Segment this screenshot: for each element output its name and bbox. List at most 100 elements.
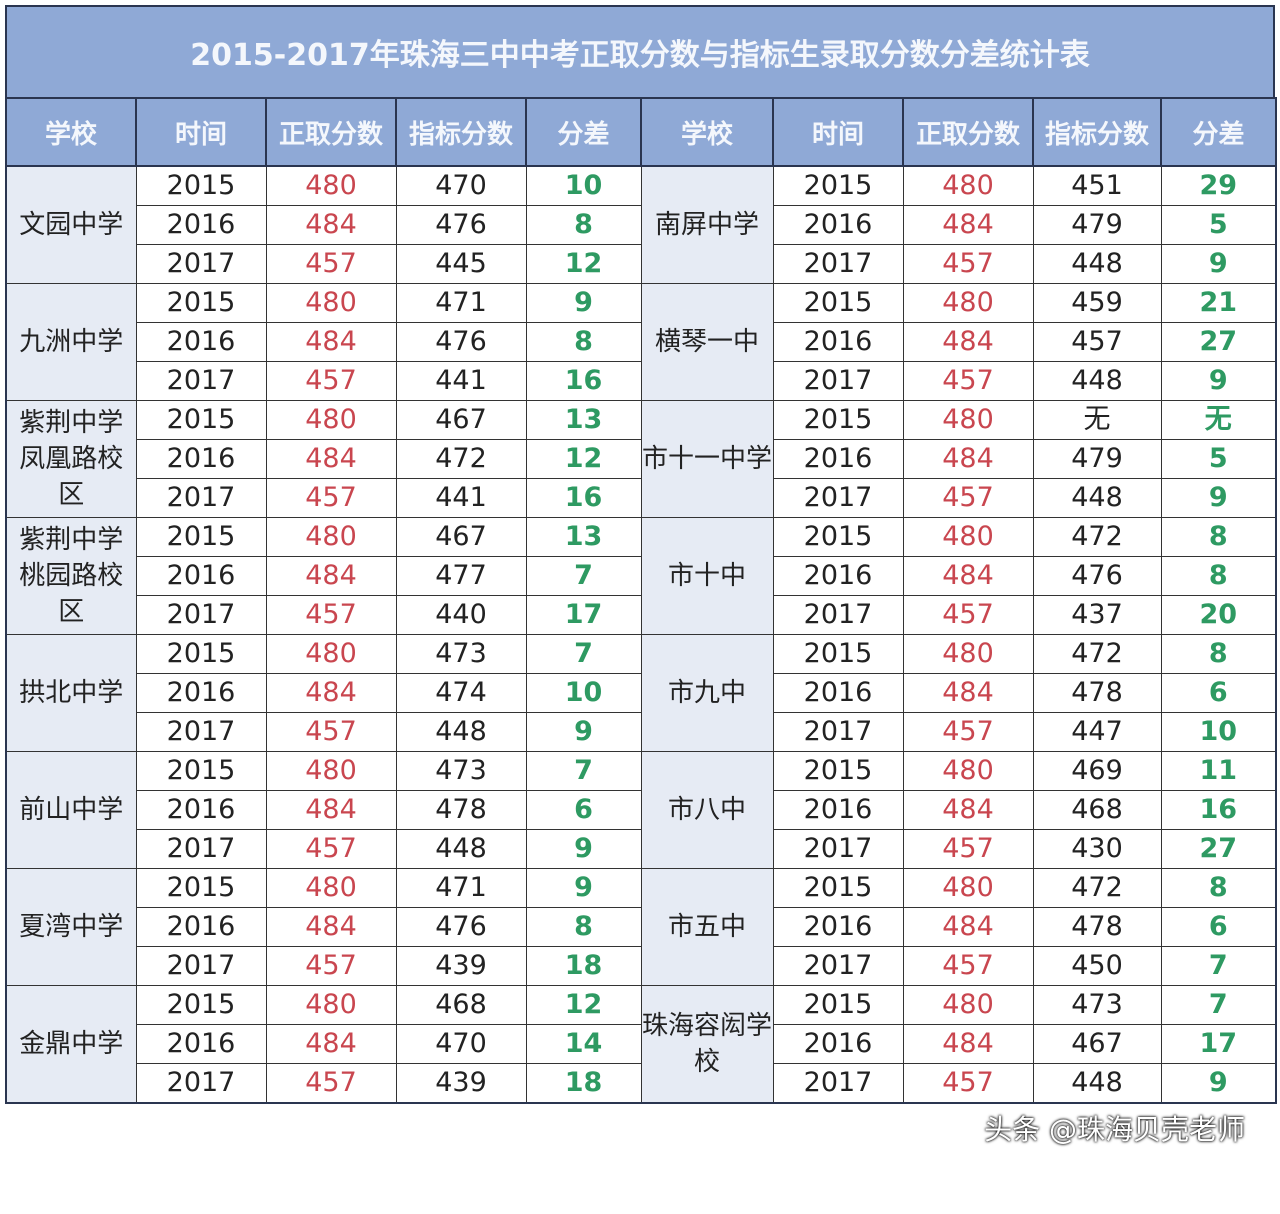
score-diff-cell: 13 [525,517,642,557]
school-cell: 文园中学 [5,165,137,284]
quota-score-cell: 448 [1032,478,1162,518]
quota-score-cell: 473 [395,751,527,791]
school-cell: 市十中 [640,517,774,635]
year-cell: 2017 [135,946,267,986]
score-diff-cell: 12 [525,244,642,284]
quota-score-cell: 448 [1032,1063,1162,1104]
quota-score-cell: 471 [395,283,527,323]
year-cell: 2017 [772,595,904,635]
score-diff-cell: 6 [525,790,642,830]
year-cell: 2016 [135,673,267,713]
quota-score-cell: 448 [395,712,527,752]
quota-score-cell: 468 [395,985,527,1025]
admission-score-cell: 480 [265,517,397,557]
admission-score-cell: 457 [902,946,1034,986]
year-cell: 2015 [135,517,267,557]
table-row: 2017 457 439 18 2017 457 450 7 [6,946,1277,986]
admission-score-cell: 484 [902,673,1034,713]
score-diff-cell: 16 [1160,790,1277,830]
school-cell: 紫荆中学凤凰路校区 [5,400,137,518]
year-cell: 2016 [135,439,267,479]
admission-score-cell: 484 [265,439,397,479]
quota-score-cell: 472 [1032,868,1162,908]
score-diff-cell: 8 [525,907,642,947]
year-cell: 2016 [772,439,904,479]
score-diff-cell: 9 [1160,478,1277,518]
table-row: 拱北中学 2015 480 473 7 市九中 2015 480 472 8 [5,634,1277,752]
header-score-diff: 分差 [525,97,642,167]
year-cell: 2016 [772,1024,904,1064]
header-score-diff: 分差 [1160,97,1277,167]
year-cell: 2015 [135,985,267,1025]
admission-score-cell: 480 [902,283,1034,323]
score-diff-cell: 5 [1160,205,1277,245]
admission-score-cell: 457 [902,244,1034,284]
score-diff-cell: 9 [1160,361,1277,401]
school-cell: 南屏中学 [640,165,774,284]
year-cell: 2015 [135,868,267,908]
year-cell: 2017 [135,361,267,401]
admission-score-cell: 457 [265,244,397,284]
table-row: 2017 457 448 9 2017 457 430 27 [6,829,1277,869]
year-cell: 2017 [772,361,904,401]
admission-score-cell: 457 [265,829,397,869]
school-cell: 前山中学 [5,751,137,869]
school-cell: 市五中 [640,868,774,986]
quota-score-cell: 439 [395,946,527,986]
school-cell: 横琴一中 [640,283,774,401]
quota-score-cell: 473 [1032,985,1162,1025]
year-cell: 2017 [135,595,267,635]
score-diff-cell: 8 [525,205,642,245]
table-row: 2016 484 472 12 2016 484 479 5 [6,439,1277,479]
table-row: 紫荆中学凤凰路校区 2015 480 467 13 市十一中学 2015 480 无无 [5,400,1277,518]
quota-score-cell: 440 [395,595,527,635]
admission-score-cell: 484 [902,322,1034,362]
school-cell: 珠海容闳学校 [640,985,774,1104]
quota-score-cell: 445 [395,244,527,284]
quota-score-cell: 439 [395,1063,527,1104]
quota-score-cell: 477 [395,556,527,596]
score-diff-cell: 18 [525,1063,642,1104]
header-admission-score: 正取分数 [902,97,1034,167]
score-diff-cell: 12 [525,439,642,479]
admission-score-cell: 480 [265,634,397,674]
table-row: 紫荆中学桃园路校区 2015 480 467 13 市十中 2015 480 472 8 [5,517,1277,635]
year-cell: 2015 [772,985,904,1025]
score-diff-cell: 16 [525,478,642,518]
score-diff-cell: 8 [1160,517,1277,557]
school-cell: 金鼎中学 [5,985,137,1104]
year-cell: 2017 [135,478,267,518]
school-cell: 市十一中学 [640,400,774,518]
year-cell: 2015 [772,634,904,674]
admission-score-cell: 457 [265,712,397,752]
admission-score-cell: 480 [902,165,1034,206]
table-row: 夏湾中学 2015 480 471 9 市五中 2015 480 472 8 [5,868,1277,986]
admission-score-cell: 484 [902,790,1034,830]
quota-score-cell: 476 [395,205,527,245]
admission-score-cell: 484 [902,907,1034,947]
year-cell: 2015 [135,400,267,440]
table-row: 2016 484 476 8 2016 484 479 5 [6,205,1277,245]
score-diff-cell: 7 [1160,985,1277,1025]
score-diff-cell: 8 [1160,634,1277,674]
table-row: 2017 457 439 18 2017 457 448 9 [6,1063,1277,1104]
admission-score-cell: 457 [902,478,1034,518]
header-admission-score: 正取分数 [265,97,397,167]
year-cell: 2017 [135,712,267,752]
admission-score-cell: 484 [902,556,1034,596]
score-diff-cell: 29 [1160,165,1277,206]
quota-score-cell: 450 [1032,946,1162,986]
year-cell: 2016 [772,673,904,713]
quota-score-cell: 478 [1032,673,1162,713]
quota-score-cell: 457 [1032,322,1162,362]
admission-score-cell: 484 [902,1024,1034,1064]
score-diff-cell: 6 [1160,673,1277,713]
year-cell: 2017 [135,1063,267,1104]
table-row: 2016 484 476 8 2016 484 478 6 [6,907,1277,947]
year-cell: 2016 [772,556,904,596]
year-cell: 2016 [135,790,267,830]
quota-score-cell: 441 [395,478,527,518]
year-cell: 2016 [772,790,904,830]
table-row: 前山中学 2015 480 473 7 市八中 2015 480 469 11 [5,751,1277,869]
score-diff-cell: 27 [1160,322,1277,362]
